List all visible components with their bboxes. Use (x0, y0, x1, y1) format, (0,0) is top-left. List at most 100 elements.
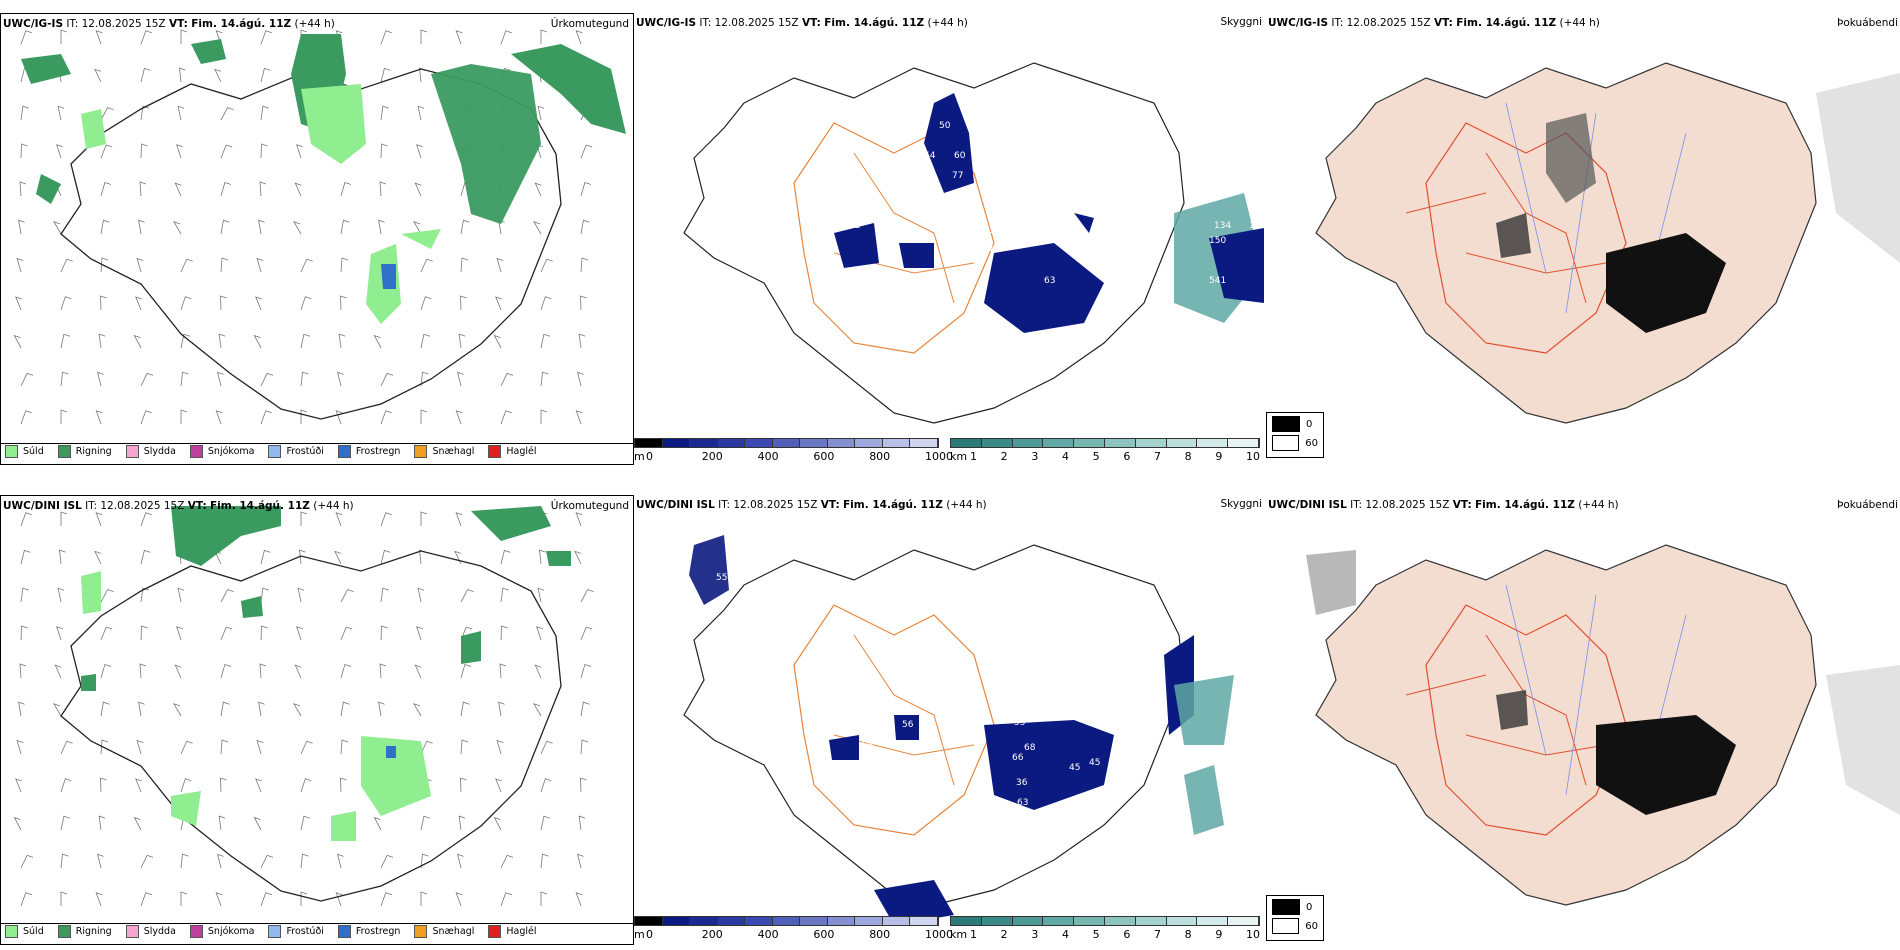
wind-barb (60, 511, 68, 526)
legend-item: Slydda (125, 445, 176, 458)
wind-barb (53, 221, 62, 235)
wind-barb (100, 257, 109, 273)
visibility-value-label: 541 (1209, 276, 1226, 286)
wind-barb (100, 589, 114, 603)
wind-barb (577, 853, 584, 869)
wind-barb (493, 334, 502, 349)
legend-item: Súld (5, 925, 44, 938)
visibility-value-label: 92 (849, 221, 860, 231)
legend-swatch (189, 925, 203, 938)
colorbar-segment (717, 917, 746, 925)
precip-legend: Súld Rigning Slydda Snjókoma Frostúði Frostre… (1, 443, 633, 464)
wind-barb (140, 67, 151, 83)
wind-barb (420, 891, 428, 906)
wind-barb (173, 703, 182, 717)
wind-barb (260, 372, 274, 387)
wind-barb (13, 816, 22, 831)
wind-barb (136, 257, 144, 273)
wind-barb (533, 221, 542, 235)
legend-label: Snæhagl (432, 926, 475, 937)
legend-item: Snjókoma (189, 925, 254, 938)
colorbar-segment (1104, 439, 1136, 447)
colorbar-unit: km (950, 928, 968, 941)
visibility-value-label: 36 (984, 246, 996, 256)
wind-barb (455, 892, 463, 907)
legend-swatch (488, 445, 502, 458)
wind-barb (300, 778, 312, 793)
wind-barb (140, 30, 152, 45)
wind-barb (258, 219, 265, 235)
wind-barb (540, 853, 549, 869)
wind-barb (580, 144, 593, 159)
visibility-value-label: 125 (1249, 221, 1264, 231)
visibility-value-label: 56 (902, 720, 914, 730)
wind-barb (380, 587, 390, 603)
colorbar-segment (717, 439, 746, 447)
wind-barb (293, 221, 302, 235)
land-area (1315, 544, 1817, 906)
legend-label: Haglél (506, 926, 537, 937)
wind-barb (420, 333, 431, 349)
colorbar-segment (827, 917, 856, 925)
wind-barb (60, 815, 71, 831)
wind-barb (460, 701, 470, 717)
wind-barb (95, 892, 103, 907)
visibility-value-label: 36 (1016, 778, 1028, 788)
wind-barb (455, 30, 463, 45)
wind-barb (60, 29, 68, 44)
colorbar-segment (800, 439, 828, 447)
wind-barb (580, 739, 589, 755)
wind-barb (300, 740, 313, 755)
wind-barb (416, 144, 423, 159)
visibility-value-label: 21 (859, 186, 870, 196)
wind-barb (534, 182, 542, 197)
wind-barb (220, 107, 234, 121)
colorbar-tick: 7 (1154, 928, 1161, 941)
wind-barb (60, 371, 69, 387)
wind-barb (580, 777, 587, 793)
wind-barb (378, 219, 385, 235)
wind-barb (215, 410, 223, 425)
wind-barb (100, 219, 110, 235)
legend-item: Frostregn (337, 445, 400, 458)
legend-item: Snæhagl (414, 925, 474, 938)
wind-barb (500, 587, 510, 603)
wind-barb (293, 703, 302, 717)
wind-barb (380, 625, 388, 641)
legend-item: Haglél (488, 925, 537, 938)
wind-barb (533, 703, 542, 717)
wind-barb (496, 739, 504, 755)
wind-barb (380, 410, 392, 425)
wind-barb (500, 410, 512, 425)
wind-barb (256, 257, 264, 273)
wind-barb (460, 777, 467, 793)
wind-barb (180, 853, 189, 869)
wind-barb (340, 777, 347, 793)
wind-barb (256, 739, 264, 755)
visibility-map-top: 50 64 60 77 79 21 57 92 51 37 36 63 35 134 125 150 541 (683, 62, 1264, 424)
wind-barb (260, 410, 272, 425)
wind-barb (220, 739, 229, 755)
land-area (1315, 62, 1817, 424)
colorbar-tick: 8 (1184, 928, 1192, 941)
wind-barb (100, 107, 114, 121)
wind-barb (220, 663, 232, 679)
wind-barb (458, 333, 466, 349)
panel-type-label: Úrkomutegund (550, 500, 629, 512)
fog-map-bottom (1306, 544, 1900, 906)
legend-label: Súld (23, 446, 44, 457)
colorbar-segment (882, 917, 911, 925)
wind-barb (340, 663, 352, 679)
colorbar-strip (634, 438, 939, 448)
wind-barb (540, 778, 552, 793)
wind-barb (457, 853, 464, 869)
legend-swatch (57, 925, 71, 938)
fog-legend-swatch (1272, 416, 1300, 432)
wind-barb (380, 854, 394, 869)
colorbar-segment (1166, 439, 1198, 447)
colorbar-tick: 7 (1154, 450, 1161, 463)
legend-label: Rigning (75, 926, 112, 937)
visibility-panel-top: 50 64 60 77 79 21 57 92 51 37 36 63 35 134 125 150 541 U… (634, 13, 1264, 463)
wind-barb (540, 891, 548, 906)
